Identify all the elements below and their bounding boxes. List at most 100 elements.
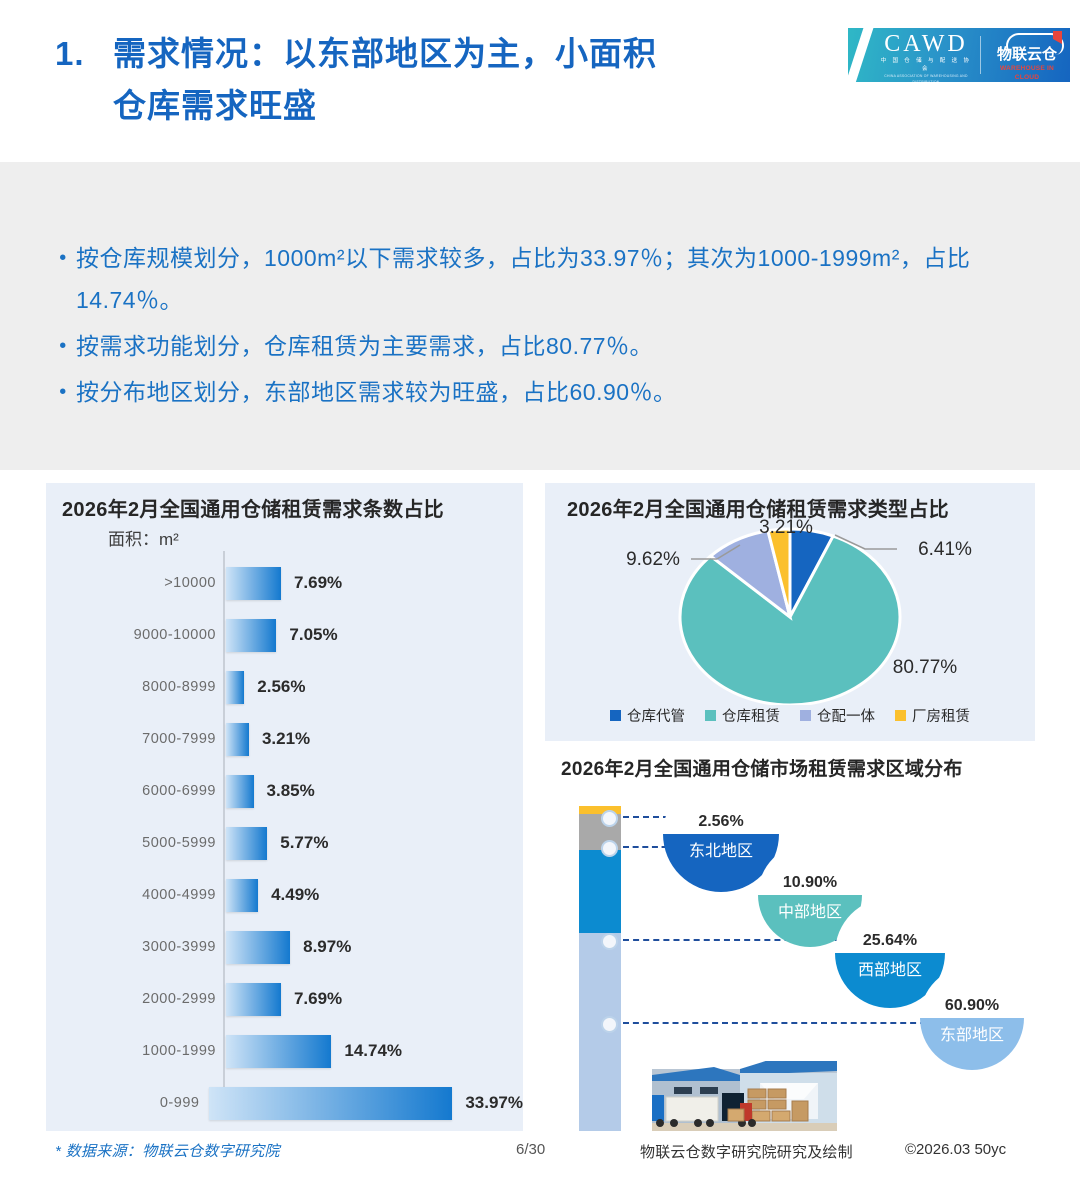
bar-track: 2.56% xyxy=(224,670,523,704)
bar-track: 8.97% xyxy=(224,930,523,964)
bar-fill xyxy=(226,566,281,600)
bar-track: 7.05% xyxy=(224,618,523,652)
pie-label-3: 3.21% xyxy=(759,517,813,538)
bar-value-label: 33.97% xyxy=(465,1093,523,1112)
bar-value-label: 2.56% xyxy=(257,677,306,696)
pie-legend-item[interactable]: 仓库租赁 xyxy=(705,705,780,726)
region-chart-title: 2026年2月全国通用仓储市场租赁需求区域分布 xyxy=(561,759,963,780)
bar-category-label: 1000-1999 xyxy=(142,1043,216,1059)
bar-chart-row: 8000-8999 2.56% xyxy=(46,661,523,713)
bar-category-label: 3000-3999 xyxy=(142,939,216,955)
region-callout-value: 10.90% xyxy=(782,874,838,891)
legend-label: 仓配一体 xyxy=(817,709,875,725)
logo-divider xyxy=(980,36,981,74)
cawd-cn-name: 中 国 仓 储 与 配 送 协 会 xyxy=(880,58,972,72)
list-item: • 按分布地区划分，东部地区需求较为旺盛，占比60.90％。 xyxy=(50,371,1040,413)
region-callout-bottom: 东部地区 xyxy=(920,1018,1024,1070)
pie-chart-graphic: 6.41% 80.77% 9.62% 3.21% xyxy=(545,515,1035,707)
title-line-2: 仓库需求旺盛 xyxy=(113,87,317,124)
bar-chart-row: 5000-5999 5.77% xyxy=(46,817,523,869)
region-callout-label: 东部地区 xyxy=(939,1027,1004,1044)
region-callout-label: 东北地区 xyxy=(688,843,753,860)
pie-leader-line xyxy=(834,534,897,550)
bar-value-label: 7.69% xyxy=(293,573,343,592)
summary-panel: • 按仓库规模划分，1000m²以下需求较多，占比为33.97％；其次为1000… xyxy=(0,162,1080,470)
bullet-list: • 按仓库规模划分，1000m²以下需求较多，占比为33.97％；其次为1000… xyxy=(50,237,1040,417)
bar-chart-row: >10000 7.69% xyxy=(46,557,523,609)
bar-chart-panel: 2026年2月全国通用仓储租赁需求条数占比 面积：m² >10000 7.69% 9… xyxy=(46,483,523,1131)
region-chart-graphic: 2.56% 东北地区 10.90% 中部地区 25.64% 西部地区 60.90% 东部地区 xyxy=(545,748,1035,1131)
bullet-dot-icon: • xyxy=(59,381,67,403)
bar-category-label: 5000-5999 xyxy=(142,835,216,851)
region-column-segment xyxy=(579,806,621,815)
bar-fill xyxy=(226,826,268,860)
legend-label: 厂房租赁 xyxy=(912,709,970,725)
region-callout-label: 西部地区 xyxy=(857,962,922,979)
legend-swatch-icon xyxy=(610,710,621,721)
bar-fill xyxy=(209,1086,453,1120)
bar-track: 3.85% xyxy=(224,774,523,808)
pie-slice xyxy=(678,534,902,707)
bar-chart-row: 7000-7999 3.21% xyxy=(46,713,523,765)
legend-label: 仓库代管 xyxy=(627,709,685,725)
bar-value-label: 14.74% xyxy=(344,1041,403,1060)
title-line-1: 需求情况：以东部地区为主，小面积 xyxy=(113,35,657,72)
pie-label-2: 9.62% xyxy=(626,549,680,570)
cawd-en-name: CHINA ASSOCIATION OF WAREHOUSING AND DIS… xyxy=(884,74,968,82)
bar-chart-row: 1000-1999 14.74% xyxy=(46,1025,523,1077)
wic-brand-cn: 物联云仓 xyxy=(996,46,1057,63)
bar-value-label: 4.49% xyxy=(271,885,320,904)
logo-slash-icon xyxy=(848,28,875,82)
pie-leader-line xyxy=(691,544,741,560)
region-callout-value: 2.56% xyxy=(698,813,744,830)
bar-fill xyxy=(226,670,245,704)
footer-source: * 数据来源：物联云仓数字研究院 xyxy=(55,1143,280,1160)
bar-chart-row: 3000-3999 8.97% xyxy=(46,921,523,973)
bar-chart-title: 2026年2月全国通用仓储租赁需求条数占比 xyxy=(62,499,444,521)
region-chart-panel: 2026年2月全国通用仓储市场租赁需求区域分布 2.56% 东北地区 10.90% 中… xyxy=(545,748,1035,1131)
pie-label-0: 6.41% xyxy=(918,539,972,560)
page-title: 1. 需求情况：以东部地区为主，小面积 仓库需求旺盛 xyxy=(55,28,835,132)
pie-slice xyxy=(766,527,792,618)
pie-legend-item[interactable]: 仓库代管 xyxy=(610,705,685,726)
bar-category-label: 0-999 xyxy=(159,1095,200,1111)
region-node-marker xyxy=(601,810,618,827)
bar-fill xyxy=(226,982,281,1016)
bar-track: 14.74% xyxy=(224,1034,523,1068)
bar-chart-row: 0-999 33.97% xyxy=(46,1077,523,1129)
cawd-logo: CAWD 中 国 仓 储 与 配 送 协 会 CHINA ASSOCIATION… xyxy=(878,31,974,82)
pie-chart-title: 2026年2月全国通用仓储租赁需求类型占比 xyxy=(567,499,949,521)
bar-chart-rows: >10000 7.69% 9000-10000 7.05% 8000-8999 2.56%… xyxy=(46,557,523,1129)
region-connector-line xyxy=(623,816,669,818)
region-callout[interactable]: 60.90% 东部地区 xyxy=(920,966,1024,1070)
bar-category-label: 6000-6999 xyxy=(142,783,216,799)
bar-track: 7.69% xyxy=(224,982,523,1016)
region-node-marker xyxy=(601,1016,618,1033)
pie-label-1: 80.77% xyxy=(893,657,958,678)
bullet-text: 按仓库规模划分，1000m²以下需求较多，占比为33.97％；其次为1000-1… xyxy=(76,245,971,313)
bar-track: 33.97% xyxy=(207,1086,523,1120)
legend-swatch-icon xyxy=(895,710,906,721)
cawd-acronym: CAWD xyxy=(884,31,968,57)
bar-fill xyxy=(226,878,259,912)
footer-credit: 物联云仓数字研究院研究及绘制 xyxy=(640,1144,853,1161)
pie-legend-item[interactable]: 仓配一体 xyxy=(800,705,875,726)
footer-page-number: 6/30 xyxy=(516,1141,546,1158)
pie-legend-item[interactable]: 厂房租赁 xyxy=(895,705,970,726)
legend-swatch-icon xyxy=(705,710,716,721)
region-column-segment xyxy=(579,933,621,1131)
region-callout-value: 60.90% xyxy=(944,997,1000,1014)
bar-chart-axis-label: 面积：m² xyxy=(108,530,179,549)
bullet-dot-icon: • xyxy=(59,247,67,269)
bar-category-label: 9000-10000 xyxy=(133,627,216,643)
region-connector-line xyxy=(623,939,841,941)
bar-value-label: 7.05% xyxy=(289,625,338,644)
bullet-text: 按需求功能划分，仓库租赁为主要需求，占比80.77％。 xyxy=(76,333,654,359)
region-callout-value: 25.64% xyxy=(862,932,918,949)
bar-track: 4.49% xyxy=(224,878,523,912)
bar-value-label: 3.21% xyxy=(261,729,311,748)
region-node-marker xyxy=(601,933,618,950)
bar-chart-row: 4000-4999 4.49% xyxy=(46,869,523,921)
warehouse-illustration-icon xyxy=(652,1061,837,1131)
bar-chart-row: 6000-6999 3.85% xyxy=(46,765,523,817)
